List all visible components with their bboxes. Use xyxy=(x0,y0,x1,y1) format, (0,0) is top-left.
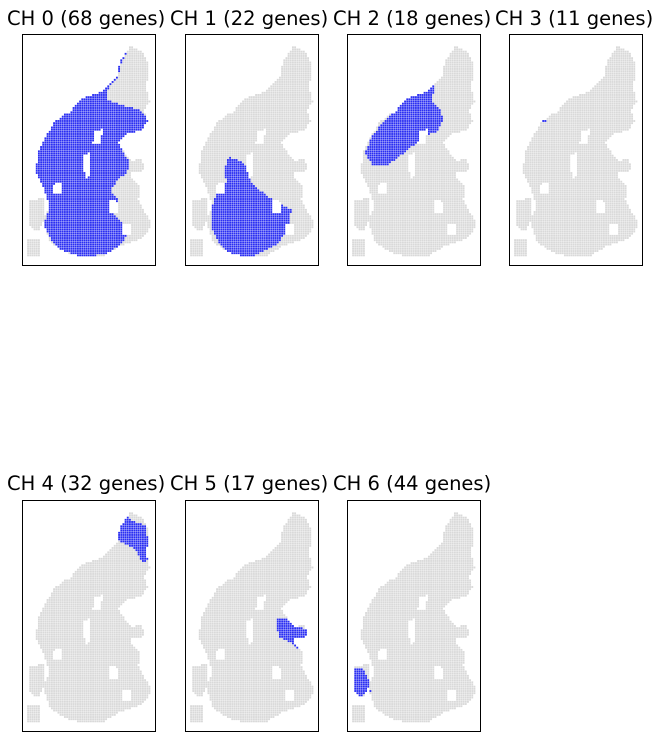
panel-title-ch6: CH 6 (44 genes) xyxy=(333,474,491,494)
panel-ch2 xyxy=(347,34,481,266)
panel-title-ch2: CH 2 (18 genes) xyxy=(333,9,491,29)
background-spots xyxy=(27,512,151,723)
spatial-scatter-ch5 xyxy=(190,512,314,723)
spatial-scatter-ch2 xyxy=(352,46,476,257)
highlight-spots xyxy=(211,156,292,257)
panel-ch3 xyxy=(509,34,643,266)
spatial-scatter-ch6 xyxy=(352,512,476,723)
spatial-scatter-ch1 xyxy=(190,46,314,257)
highlight-spots xyxy=(542,120,547,122)
panel-ch0 xyxy=(22,34,156,266)
panel-title-ch5: CH 5 (17 genes) xyxy=(170,474,328,494)
background-spots xyxy=(190,512,314,723)
highlight-spots xyxy=(118,516,149,562)
spatial-scatter-ch0 xyxy=(27,46,151,257)
background-spots xyxy=(27,46,151,257)
highlight-spots xyxy=(354,668,372,697)
panel-ch4 xyxy=(22,500,156,732)
highlight-spots xyxy=(365,85,443,166)
background-spots xyxy=(352,512,476,723)
panel-title-ch0: CH 0 (68 genes) xyxy=(7,9,165,29)
background-spots xyxy=(190,46,314,257)
spatial-scatter-ch3 xyxy=(514,46,638,257)
panel-title-ch4: CH 4 (32 genes) xyxy=(7,474,165,494)
panel-ch1 xyxy=(185,34,319,266)
background-spots xyxy=(352,46,476,257)
panel-title-ch3: CH 3 (11 genes) xyxy=(495,9,653,29)
panel-title-ch1: CH 1 (22 genes) xyxy=(170,9,328,29)
panel-ch6 xyxy=(347,500,481,732)
highlight-spots xyxy=(276,618,307,649)
highlight-spots xyxy=(35,52,149,257)
spatial-scatter-ch4 xyxy=(27,512,151,723)
panel-ch5 xyxy=(185,500,319,732)
background-spots xyxy=(514,46,638,257)
